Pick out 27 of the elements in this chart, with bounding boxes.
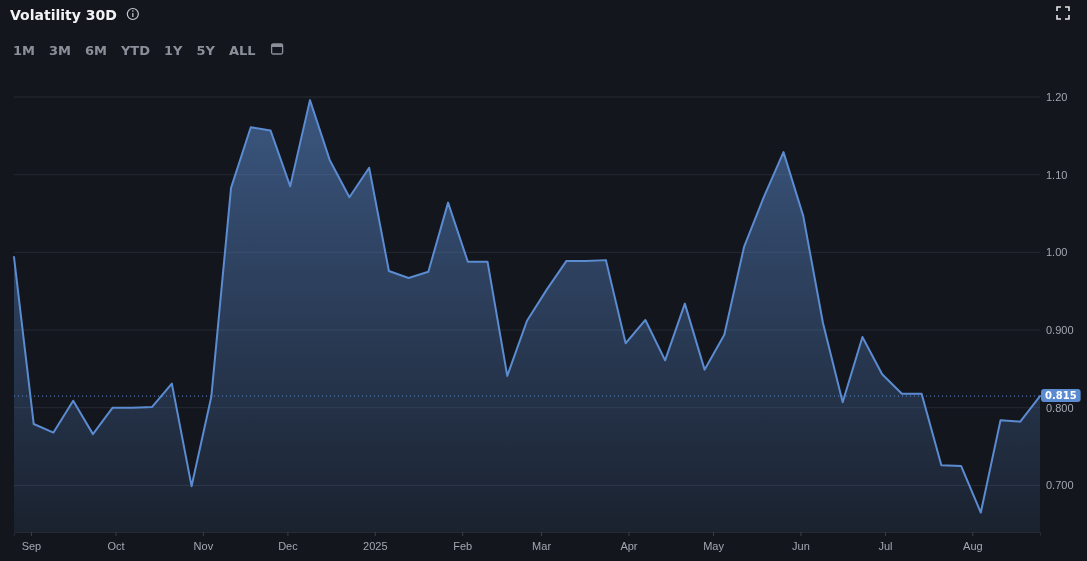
x-tick-label: Dec	[278, 539, 299, 552]
x-tick-label: May	[703, 539, 725, 552]
x-tick-label: Mar	[532, 539, 552, 552]
y-tick-label: 1.10	[1046, 168, 1068, 181]
x-tick-label: Aug	[963, 539, 983, 552]
y-tick-label: 0.800	[1046, 401, 1074, 414]
y-tick-label: 1.20	[1046, 91, 1068, 104]
text: ALL	[228, 43, 256, 58]
x-tick-label: Jul	[878, 539, 893, 552]
x-tick-label: Nov	[193, 539, 214, 552]
y-tick-label: 0.900	[1046, 324, 1074, 337]
ref-line-label: 0.815	[1045, 390, 1077, 402]
x-tick-label: Jun	[792, 539, 810, 552]
text: 6M	[84, 43, 107, 58]
y-tick-label: 1.00	[1046, 246, 1068, 259]
y-tick-label: 0.700	[1046, 479, 1074, 492]
text: 1M	[13, 43, 35, 58]
x-tick-label: Feb	[453, 539, 473, 552]
text: 3M	[48, 43, 71, 58]
x-tick-label: Apr	[620, 539, 638, 552]
text: 1Y	[164, 43, 184, 58]
text: YTD	[119, 43, 151, 58]
text: 5Y	[196, 43, 216, 58]
x-tick-label: Sep	[21, 539, 42, 552]
chart-title: Volatility 30D	[10, 7, 117, 23]
x-tick-label: 2025	[363, 539, 388, 552]
x-tick-label: Oct	[107, 539, 125, 552]
